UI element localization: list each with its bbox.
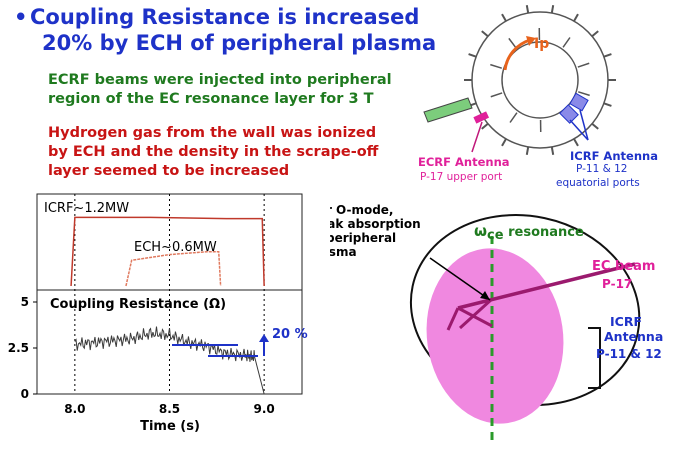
ec-beam-reflect-3 [457, 306, 493, 328]
increase-arrow-head [259, 334, 269, 342]
port-tick [550, 146, 555, 156]
torus-top-view: Ip ECRF Antenna P-17 upper port ICRF Ant… [418, 4, 658, 189]
inner-coil-tick [509, 112, 518, 123]
x-tick-label: 9.0 [254, 402, 275, 416]
ip-arrow-head [526, 36, 536, 46]
port-tick [501, 13, 507, 22]
title-bullet: • [14, 5, 28, 29]
x-tick-label: 8.0 [64, 402, 85, 416]
icrf-label-2: Antenna [604, 329, 663, 344]
green-line-2: region of the EC resonance layer for 3 T [48, 91, 374, 107]
y-tick-label: 0 [21, 387, 29, 401]
y-tick-label: 2.5 [8, 341, 29, 355]
x-ticks: 8.0 8.5 9.0 [64, 402, 275, 416]
resonance-subscript: ce [487, 228, 504, 243]
port-ticks [464, 4, 616, 156]
ec-beam-reflect-2 [446, 307, 460, 331]
inner-coil-tick [508, 37, 517, 49]
port-tick [525, 4, 530, 14]
green-line-1: ECRF beams were injected into peripheral [48, 72, 392, 88]
title-line-2: 20% by ECH of peripheral plasma [42, 31, 437, 55]
port-tick [603, 53, 612, 58]
y-ticks: 02.55 [8, 295, 37, 401]
x-tick-label: 8.5 [159, 402, 180, 416]
slide-title: • Coupling Resistance is increased 20% by… [14, 4, 436, 56]
time-trace-chart: 02.55 8.0 8.5 9.0 20 % ICRF~1.2MW ECH~0.6M… [8, 193, 308, 434]
omode-pointer-head [480, 291, 490, 300]
ech-power-trace [125, 250, 222, 287]
ecrf-antenna-port [423, 97, 473, 123]
inner-coil-tick [490, 63, 503, 69]
hydrogen-gas-text: Hydrogen gas from the wall was ionized b… [48, 124, 378, 181]
port-tick [573, 13, 579, 22]
ec-beam-main [457, 262, 636, 310]
icrf-antenna-title: ICRF Antenna [570, 149, 658, 163]
vessel-inner [501, 41, 579, 119]
y-tick-label: 5 [21, 295, 29, 309]
coupling-resistance-label: Coupling Resistance (Ω) [50, 297, 226, 312]
icrf-pointer-2 [569, 119, 589, 141]
upper-series [70, 216, 265, 287]
ech-power-label: ECH~0.6MW [134, 240, 217, 255]
lower-series [74, 326, 265, 395]
omode-line-2: weak absorption [330, 217, 421, 231]
title-line-1: Coupling Resistance is increased [30, 5, 420, 29]
omode-line-1: For O-mode, [330, 203, 394, 217]
port-tick [481, 30, 489, 38]
poloidal-cross-section: For O-mode, weak absorption at periphera… [330, 203, 663, 443]
icrf-antenna-2 [559, 104, 579, 124]
ecrf-antenna-title: ECRF Antenna [418, 155, 510, 169]
omode-line-4: plasma [330, 245, 357, 259]
icrf-label-3: P-11 & 12 [596, 347, 662, 361]
x-axis-label: Time (s) [140, 419, 200, 434]
port-tick [468, 53, 477, 58]
inner-coil-tick [562, 37, 571, 48]
icrf-label-1: ICRF [610, 314, 642, 329]
ec-beam-reflect-1 [458, 297, 494, 330]
red-line-2: by ECH and the density in the scrape-off [48, 144, 379, 160]
inner-coil-tick [490, 92, 503, 98]
ec-beam-label: EC beam [592, 259, 655, 274]
inner-coil-tick [577, 62, 590, 68]
ip-label: Ip [534, 36, 549, 52]
omode-pointer [429, 257, 491, 301]
port-tick [550, 4, 555, 14]
red-line-1: Hydrogen gas from the wall was ionized [48, 125, 377, 141]
increase-annotation: 20 % [272, 327, 308, 342]
icrf-antenna-port1: P-11 & 12 [576, 163, 627, 175]
resonance-word: resonance [504, 225, 584, 240]
resonance-symbol: ω [474, 222, 487, 240]
port-tick [481, 122, 489, 130]
inner-coil-tick [577, 91, 590, 97]
ecrf-antenna-marker [473, 111, 490, 124]
icrf-antenna-bracket [588, 327, 601, 389]
coupling-resistance-trace [74, 326, 265, 395]
red-line-3: layer seemed to be increased [48, 163, 290, 179]
icrf-antenna-port2: equatorial ports [556, 177, 640, 189]
port-tick [591, 122, 599, 130]
port-tick [573, 138, 579, 147]
icrf-power-trace [70, 216, 265, 287]
ecrf-pointer [471, 121, 483, 153]
port-tick [591, 30, 599, 38]
ecrf-injection-text: ECRF beams were injected into peripheral… [48, 71, 392, 109]
icrf-power-label: ICRF~1.2MW [44, 201, 129, 216]
port-tick [501, 138, 507, 147]
ec-beam-port: P-17 [602, 277, 632, 291]
inner-ticks [490, 27, 590, 133]
omode-line-3: at peripheral [330, 231, 396, 245]
ecrf-antenna-port-label: P-17 upper port [420, 171, 502, 183]
resonance-label: ωce resonance [474, 222, 584, 243]
icrf-antenna-1 [569, 92, 589, 112]
icrf-pointer-1 [579, 109, 589, 141]
ip-arrow [503, 38, 531, 71]
plasma-region [426, 248, 564, 424]
time-gridlines [74, 194, 265, 394]
port-tick [525, 146, 530, 156]
port-tick [603, 102, 612, 107]
